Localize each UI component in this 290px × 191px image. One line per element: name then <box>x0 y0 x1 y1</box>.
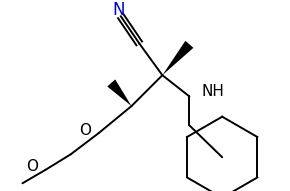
Text: NH: NH <box>202 84 225 99</box>
Polygon shape <box>107 79 131 106</box>
Polygon shape <box>162 41 193 75</box>
Text: O: O <box>79 123 91 138</box>
Text: O: O <box>26 159 38 174</box>
Text: N: N <box>113 1 125 19</box>
